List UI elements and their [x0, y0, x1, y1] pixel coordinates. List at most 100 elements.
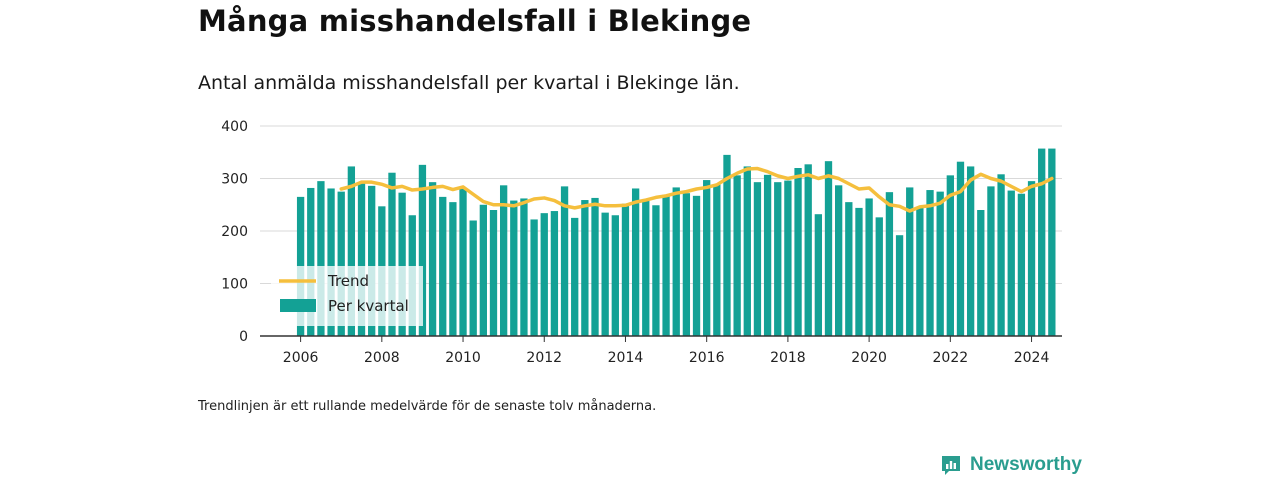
newsworthy-chart-bubble-icon	[942, 456, 960, 475]
bar	[489, 210, 498, 336]
y-tick-label: 0	[239, 329, 248, 345]
footnote: Trendlinjen är ett rullande medelvärde f…	[198, 399, 657, 414]
bar	[388, 172, 396, 336]
bar	[763, 174, 772, 336]
axes: 0 100 200 300 400 2006 2008 2010 2012 2014 2016 201…	[221, 119, 1062, 366]
bar	[1017, 193, 1026, 336]
bar-chart: Trend Per kvartal 0 100 200 300 400 2006 2008 2…	[221, 119, 1062, 366]
bar	[621, 203, 630, 336]
bar	[774, 182, 782, 336]
x-tick-label: 2020	[851, 350, 887, 366]
bar	[652, 205, 660, 336]
bar	[357, 183, 366, 336]
bar	[520, 198, 528, 336]
legend: Trend Per kvartal	[271, 266, 423, 326]
bar	[733, 175, 741, 336]
bar	[611, 215, 619, 336]
x-tick-label: 2016	[689, 350, 725, 366]
trend-line-group	[339, 166, 1054, 213]
bar	[865, 198, 873, 336]
bar	[642, 198, 650, 336]
bar	[469, 220, 477, 336]
bar	[926, 190, 934, 336]
bar	[418, 164, 427, 336]
y-tick-label: 100	[221, 277, 248, 293]
bar	[936, 191, 944, 337]
bar	[895, 235, 904, 336]
bar	[723, 154, 731, 337]
bar	[956, 161, 965, 336]
bar	[845, 202, 853, 337]
x-tick-label: 2022	[933, 350, 969, 366]
bar	[327, 188, 335, 336]
chart-subtitle: Antal anmälda misshandelsfall per kvarta…	[198, 72, 740, 94]
bar	[875, 217, 883, 336]
bar	[1048, 148, 1056, 336]
x-tick-label: 2008	[364, 350, 400, 366]
bar	[459, 188, 467, 336]
bar	[977, 210, 985, 336]
bar	[560, 186, 569, 337]
bar	[713, 184, 721, 336]
bar	[997, 174, 1005, 336]
bar	[530, 219, 538, 336]
x-tick-label: 2024	[1014, 350, 1050, 366]
bar	[347, 166, 356, 336]
bar	[550, 211, 559, 336]
bar	[753, 182, 762, 336]
brand-logo: Newsworthy	[940, 451, 1082, 479]
bar	[703, 180, 711, 336]
bar	[591, 197, 599, 336]
bar	[672, 187, 680, 336]
bar	[601, 212, 609, 337]
bar	[571, 217, 579, 337]
bar	[1027, 181, 1036, 337]
bar	[398, 192, 406, 336]
bar	[885, 192, 894, 336]
bar	[428, 182, 437, 336]
brand-name: Newsworthy	[970, 454, 1082, 475]
bar	[916, 206, 924, 336]
bar	[906, 187, 914, 336]
x-tick-label: 2012	[526, 350, 562, 366]
bar	[499, 185, 508, 336]
bar	[784, 180, 792, 336]
bar	[337, 191, 345, 337]
bar	[368, 185, 376, 336]
bar	[510, 200, 518, 336]
legend-bar-label: Per kvartal	[328, 297, 409, 315]
bar	[662, 194, 670, 336]
bar	[794, 168, 802, 336]
bar	[987, 186, 995, 337]
y-tick-label: 200	[221, 224, 248, 240]
bar	[581, 200, 589, 336]
x-tick-label: 2006	[283, 350, 319, 366]
bar	[966, 166, 975, 336]
bar	[631, 188, 640, 336]
bar	[307, 187, 315, 336]
legend-trend-label: Trend	[327, 272, 369, 290]
trend-line	[339, 166, 1054, 213]
legend-background	[271, 266, 423, 326]
bar	[449, 202, 457, 337]
bar	[479, 204, 487, 336]
y-tick-label: 400	[221, 119, 248, 135]
chart-title: Många misshandelsfall i Blekinge	[198, 4, 752, 38]
bar	[743, 166, 751, 336]
bar	[692, 195, 701, 336]
bar	[1038, 148, 1046, 336]
bar	[540, 213, 548, 336]
bar	[804, 164, 812, 336]
y-tick-label: 300	[221, 172, 248, 188]
bar	[855, 207, 863, 336]
bar	[946, 175, 954, 336]
x-tick-label: 2018	[770, 350, 806, 366]
bar	[439, 196, 447, 337]
bar	[814, 214, 823, 336]
bar	[835, 185, 843, 336]
bar	[824, 161, 833, 336]
legend-bar-swatch	[280, 299, 316, 312]
x-tick-label: 2014	[608, 350, 644, 366]
bar	[682, 193, 691, 336]
bar	[1007, 190, 1015, 336]
